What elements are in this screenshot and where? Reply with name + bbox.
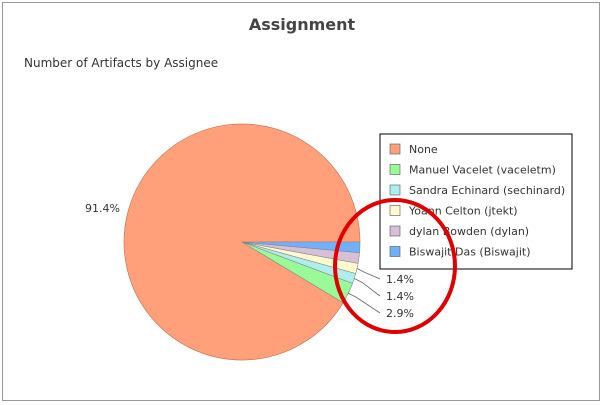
- leader-line: [354, 278, 381, 297]
- leader-line: [356, 268, 381, 280]
- pie-slices: [123, 123, 361, 361]
- legend-swatch: [389, 246, 401, 257]
- slice-label: 91.4%: [85, 202, 120, 215]
- leader-line: [348, 292, 381, 314]
- slice-labels: 91.4% 2.9% 1.4% 1.4%: [85, 202, 414, 320]
- chart-title: Assignment: [249, 15, 356, 34]
- legend-label: Biswajit Das (Biswajit): [409, 246, 531, 259]
- label-leaders: [348, 268, 381, 314]
- legend-label: Manuel Vacelet (vaceletm): [409, 164, 556, 177]
- legend-swatch: [389, 164, 401, 175]
- legend-swatch: [389, 143, 401, 155]
- slice-label: 2.9%: [386, 307, 414, 320]
- legend-label: Sandra Echinard (sechinard): [409, 184, 565, 197]
- legend-swatch: [389, 225, 401, 237]
- legend-label: Yoann Celton (jtekt): [408, 205, 518, 218]
- slice-label: 1.4%: [386, 273, 414, 286]
- highlight-circle: [333, 198, 457, 334]
- chart-subtitle: Number of Artifacts by Assignee: [24, 56, 218, 70]
- slice-label: 1.4%: [386, 290, 414, 303]
- legend-label: None: [409, 143, 438, 156]
- legend-label: dylan Bowden (dylan): [409, 225, 529, 238]
- legend-swatch: [389, 184, 401, 196]
- pie-slice: [241, 241, 361, 254]
- legend-swatch: [389, 205, 401, 216]
